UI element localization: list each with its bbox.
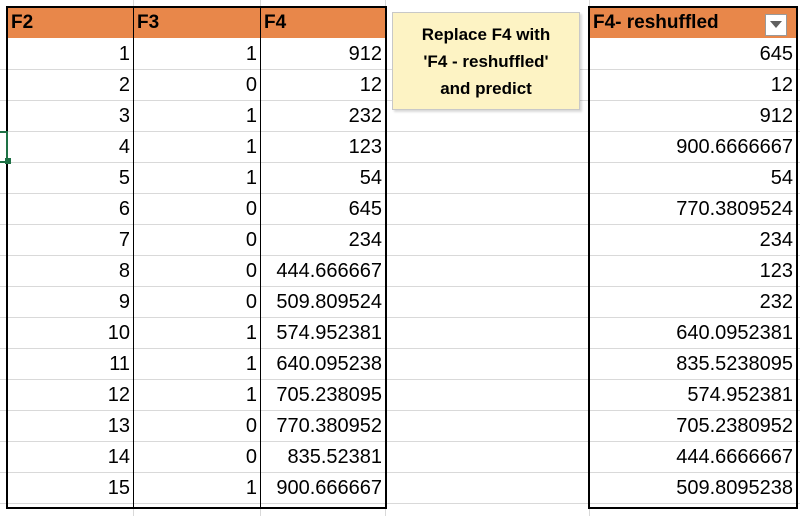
cell-f2[interactable]: 2 xyxy=(118,74,130,96)
cell-f3[interactable]: 1 xyxy=(245,105,257,127)
gridline xyxy=(0,410,800,411)
cell-f2[interactable]: 12 xyxy=(107,384,130,406)
cell-f3[interactable]: 0 xyxy=(245,260,257,282)
gridline xyxy=(0,379,800,380)
cell-f4[interactable]: 900.666667 xyxy=(276,477,382,499)
cell-f4-reshuffled[interactable]: 770.3809524 xyxy=(676,198,793,220)
cell-f4-reshuffled[interactable]: 54 xyxy=(770,167,793,189)
cell-f4-reshuffled[interactable]: 912 xyxy=(759,105,793,127)
cell-f3[interactable]: 1 xyxy=(245,322,257,344)
cell-f4[interactable]: 912 xyxy=(348,43,382,65)
cell-f2[interactable]: 10 xyxy=(107,322,130,344)
fill-handle[interactable] xyxy=(5,158,11,164)
note-line: 'F4 - reshuffled' xyxy=(423,52,549,71)
right-table-border xyxy=(588,6,798,509)
cell-f3[interactable]: 0 xyxy=(245,415,257,437)
cell-f2[interactable]: 5 xyxy=(118,167,130,189)
cell-f2[interactable]: 9 xyxy=(118,291,130,313)
cell-f4-reshuffled[interactable]: 574.952381 xyxy=(687,384,793,406)
header-f4-reshuffled[interactable]: F4- reshuffled xyxy=(590,8,796,38)
cell-f4[interactable]: 645 xyxy=(348,198,382,220)
cell-f2[interactable]: 3 xyxy=(118,105,130,127)
cell-f4[interactable]: 54 xyxy=(359,167,382,189)
note-line: Replace F4 with xyxy=(421,25,551,44)
cell-f4-reshuffled[interactable]: 12 xyxy=(770,74,793,96)
cell-f4[interactable]: 444.666667 xyxy=(276,260,382,282)
cell-f3[interactable]: 1 xyxy=(245,167,257,189)
gridline xyxy=(0,162,800,163)
gridline xyxy=(0,286,800,287)
cell-f4-reshuffled[interactable]: 509.8095238 xyxy=(676,477,793,499)
cell-f3[interactable]: 1 xyxy=(245,384,257,406)
note-line: and predict xyxy=(440,79,532,98)
gridline xyxy=(0,503,800,504)
cell-f4-reshuffled[interactable]: 444.6666667 xyxy=(676,446,793,468)
cell-f4-reshuffled[interactable]: 835.5238095 xyxy=(676,353,793,375)
cell-f3[interactable]: 0 xyxy=(245,446,257,468)
cell-f3[interactable]: 0 xyxy=(245,198,257,220)
cell-f3[interactable]: 0 xyxy=(245,291,257,313)
cell-f3[interactable]: 0 xyxy=(245,229,257,251)
cell-f2[interactable]: 4 xyxy=(118,136,130,158)
cell-f4[interactable]: 574.952381 xyxy=(276,322,382,344)
cell-f4-reshuffled[interactable]: 234 xyxy=(759,229,793,251)
cell-f2[interactable]: 1 xyxy=(118,43,130,65)
gridline xyxy=(0,255,800,256)
cell-f2[interactable]: 14 xyxy=(107,446,130,468)
header-f4[interactable]: F4 xyxy=(261,8,385,38)
cell-f4[interactable]: 770.380952 xyxy=(276,415,382,437)
gridline xyxy=(0,193,800,194)
column-divider xyxy=(133,8,134,507)
cell-f4[interactable]: 234 xyxy=(348,229,382,251)
cell-f4-reshuffled[interactable]: 705.2380952 xyxy=(676,415,793,437)
gridline xyxy=(0,317,800,318)
cell-f4-reshuffled[interactable]: 645 xyxy=(759,43,793,65)
header-f2[interactable]: F2 xyxy=(8,8,133,38)
gridline xyxy=(0,472,800,473)
cell-selection[interactable] xyxy=(0,131,8,163)
cell-f3[interactable]: 1 xyxy=(245,43,257,65)
cell-f4-reshuffled[interactable]: 900.6666667 xyxy=(676,136,793,158)
gridline xyxy=(0,348,800,349)
cell-f4[interactable]: 12 xyxy=(359,74,382,96)
gridline xyxy=(0,131,800,132)
cell-f3[interactable]: 1 xyxy=(245,477,257,499)
cell-f3[interactable]: 0 xyxy=(245,74,257,96)
cell-f4[interactable]: 232 xyxy=(348,105,382,127)
cell-f4-reshuffled[interactable]: 123 xyxy=(759,260,793,282)
cell-f4[interactable]: 705.238095 xyxy=(276,384,382,406)
header-f3[interactable]: F3 xyxy=(134,8,260,38)
cell-f4[interactable]: 123 xyxy=(348,136,382,158)
cell-f2[interactable]: 13 xyxy=(107,415,130,437)
filter-dropdown-button[interactable] xyxy=(765,14,787,36)
cell-f2[interactable]: 15 xyxy=(107,477,130,499)
comment-note[interactable]: Replace F4 with 'F4 - reshuffled' and pr… xyxy=(392,12,580,110)
gridline xyxy=(0,224,800,225)
left-table-border xyxy=(6,6,387,509)
cell-f2[interactable]: 8 xyxy=(118,260,130,282)
cell-f4-reshuffled[interactable]: 640.0952381 xyxy=(676,322,793,344)
column-divider xyxy=(260,8,261,507)
cell-f2[interactable]: 7 xyxy=(118,229,130,251)
gridline xyxy=(0,441,800,442)
cell-f4[interactable]: 835.52381 xyxy=(287,446,382,468)
cell-f4[interactable]: 509.809524 xyxy=(276,291,382,313)
cell-f2[interactable]: 6 xyxy=(118,198,130,220)
cell-f4-reshuffled[interactable]: 232 xyxy=(759,291,793,313)
cell-f2[interactable]: 11 xyxy=(109,353,130,375)
cell-f3[interactable]: 1 xyxy=(245,136,257,158)
cell-f3[interactable]: 1 xyxy=(245,353,257,375)
cell-f4[interactable]: 640.095238 xyxy=(276,353,382,375)
dropdown-arrow-icon xyxy=(770,21,782,28)
